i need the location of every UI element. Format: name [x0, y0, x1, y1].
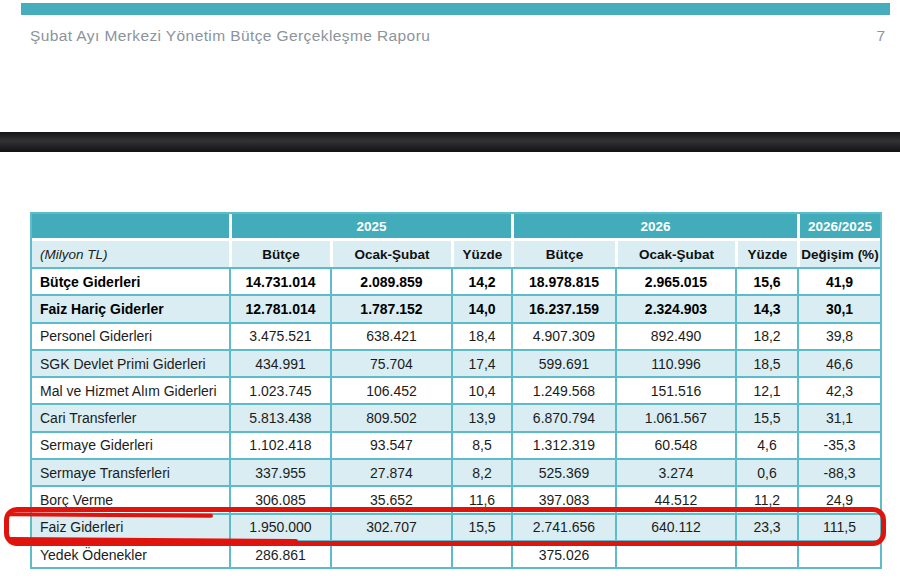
- page-number: 7: [876, 27, 885, 45]
- col-header-ocak-subat-2025: Ocak-Şubat: [330, 241, 451, 267]
- col-header-yuzde-2025: Yüzde: [451, 241, 511, 267]
- table-cell: 106.452: [330, 378, 451, 403]
- table-cell: 12.781.014: [229, 296, 330, 321]
- top-accent-bar: [21, 3, 890, 15]
- row-label: Personel Giderleri: [32, 324, 229, 349]
- table-cell: -88,3: [797, 460, 880, 485]
- col-header-butce-2025: Bütçe: [229, 241, 330, 267]
- table-cell: 4,6: [735, 433, 797, 458]
- table-row: Cari Transferler5.813.438809.50213,96.87…: [32, 403, 880, 430]
- table-cell: 599.691: [511, 351, 615, 376]
- table-cell: 2.089.859: [330, 269, 451, 294]
- table-cell: 14.731.014: [229, 269, 330, 294]
- col-header-ocak-subat-2026: Ocak-Şubat: [615, 241, 735, 267]
- table-cell: 12,1: [735, 378, 797, 403]
- table-row: SGK Devlet Primi Giderleri434.99175.7041…: [32, 349, 880, 376]
- table-cell: 93.547: [330, 433, 451, 458]
- table-cell: 1.249.568: [511, 378, 615, 403]
- table-cell: 41,9: [797, 269, 880, 294]
- table-cell: 30,1: [797, 296, 880, 321]
- table-cell: 42,3: [797, 378, 880, 403]
- row-label: Sermaye Transferleri: [32, 460, 229, 485]
- col-header-degisim: Değişim (%): [797, 241, 880, 267]
- table-cell: 1.023.745: [229, 378, 330, 403]
- table-group-header-row: 2025 2026 2026/2025: [32, 214, 880, 238]
- table-cell: 46,6: [797, 351, 880, 376]
- table-row: Bütçe Giderleri14.731.0142.089.85914,218…: [32, 267, 880, 294]
- group-header-empty: [32, 214, 229, 238]
- row-label: Bütçe Giderleri: [32, 269, 229, 294]
- table-cell: -35,3: [797, 433, 880, 458]
- group-header-2025: 2025: [229, 214, 511, 238]
- table-cell: 15,6: [735, 269, 797, 294]
- table-cell: 14,3: [735, 296, 797, 321]
- table-cell: 2.965.015: [615, 269, 735, 294]
- table-cell: 18.978.815: [511, 269, 615, 294]
- table-cell: 31,1: [797, 405, 880, 430]
- table-cell: 60.548: [615, 433, 735, 458]
- col-header-yuzde-2026: Yüzde: [735, 241, 797, 267]
- row-label: SGK Devlet Primi Giderleri: [32, 351, 229, 376]
- table-cell: 0,6: [735, 460, 797, 485]
- table-cell: 1.312.319: [511, 433, 615, 458]
- row-label: Sermaye Giderleri: [32, 433, 229, 458]
- table-cell: 18,4: [451, 324, 511, 349]
- table-row: Sermaye Transferleri337.95527.8748,2525.…: [32, 458, 880, 485]
- table-cell: 1.061.567: [615, 405, 735, 430]
- table-cell: 15,5: [735, 405, 797, 430]
- table-cell: 18,2: [735, 324, 797, 349]
- table-cell: 18,5: [735, 351, 797, 376]
- table-cell: 1.787.152: [330, 296, 451, 321]
- table-cell: 10,4: [451, 378, 511, 403]
- table-cell: 434.991: [229, 351, 330, 376]
- table-row: Personel Giderleri3.475.521638.42118,44.…: [32, 322, 880, 349]
- section-divider-bar: [0, 132, 900, 152]
- table-cell: 1.102.418: [229, 433, 330, 458]
- table-cell: 4.907.309: [511, 324, 615, 349]
- row-label: Cari Transferler: [32, 405, 229, 430]
- table-cell: 14,0: [451, 296, 511, 321]
- table-cell: 809.502: [330, 405, 451, 430]
- row-label: Mal ve Hizmet Alım Giderleri: [32, 378, 229, 403]
- table-cell: 3.274: [615, 460, 735, 485]
- table-column-header-row: (Milyon TL) Bütçe Ocak-Şubat Yüzde Bütçe…: [32, 238, 880, 267]
- table-cell: 13,9: [451, 405, 511, 430]
- table-cell: 110.996: [615, 351, 735, 376]
- table-cell: 525.369: [511, 460, 615, 485]
- page-header-title: Şubat Ayı Merkezi Yönetim Bütçe Gerçekle…: [30, 27, 430, 45]
- table-cell: 2.324.903: [615, 296, 735, 321]
- table-cell: 638.421: [330, 324, 451, 349]
- table-cell: 39,8: [797, 324, 880, 349]
- table-row: Faiz Hariç Giderler12.781.0141.787.15214…: [32, 294, 880, 321]
- table-cell: 8,5: [451, 433, 511, 458]
- table-row: Mal ve Hizmet Alım Giderleri1.023.745106…: [32, 376, 880, 403]
- col-header-butce-2026: Bütçe: [511, 241, 615, 267]
- table-cell: 27.874: [330, 460, 451, 485]
- table-cell: 75.704: [330, 351, 451, 376]
- table-cell: 8,2: [451, 460, 511, 485]
- table-cell: 16.237.159: [511, 296, 615, 321]
- table-cell: 892.490: [615, 324, 735, 349]
- table-cell: 151.516: [615, 378, 735, 403]
- table-cell: 14,2: [451, 269, 511, 294]
- table-cell: 6.870.794: [511, 405, 615, 430]
- group-header-2026: 2026: [511, 214, 797, 238]
- group-header-ratio: 2026/2025: [797, 214, 880, 238]
- table-row: Sermaye Giderleri1.102.41893.5478,51.312…: [32, 431, 880, 458]
- table-cell: 3.475.521: [229, 324, 330, 349]
- table-cell: 17,4: [451, 351, 511, 376]
- row-label: Faiz Hariç Giderler: [32, 296, 229, 321]
- table-cell: 337.955: [229, 460, 330, 485]
- table-cell: 5.813.438: [229, 405, 330, 430]
- unit-label: (Milyon TL): [32, 241, 229, 267]
